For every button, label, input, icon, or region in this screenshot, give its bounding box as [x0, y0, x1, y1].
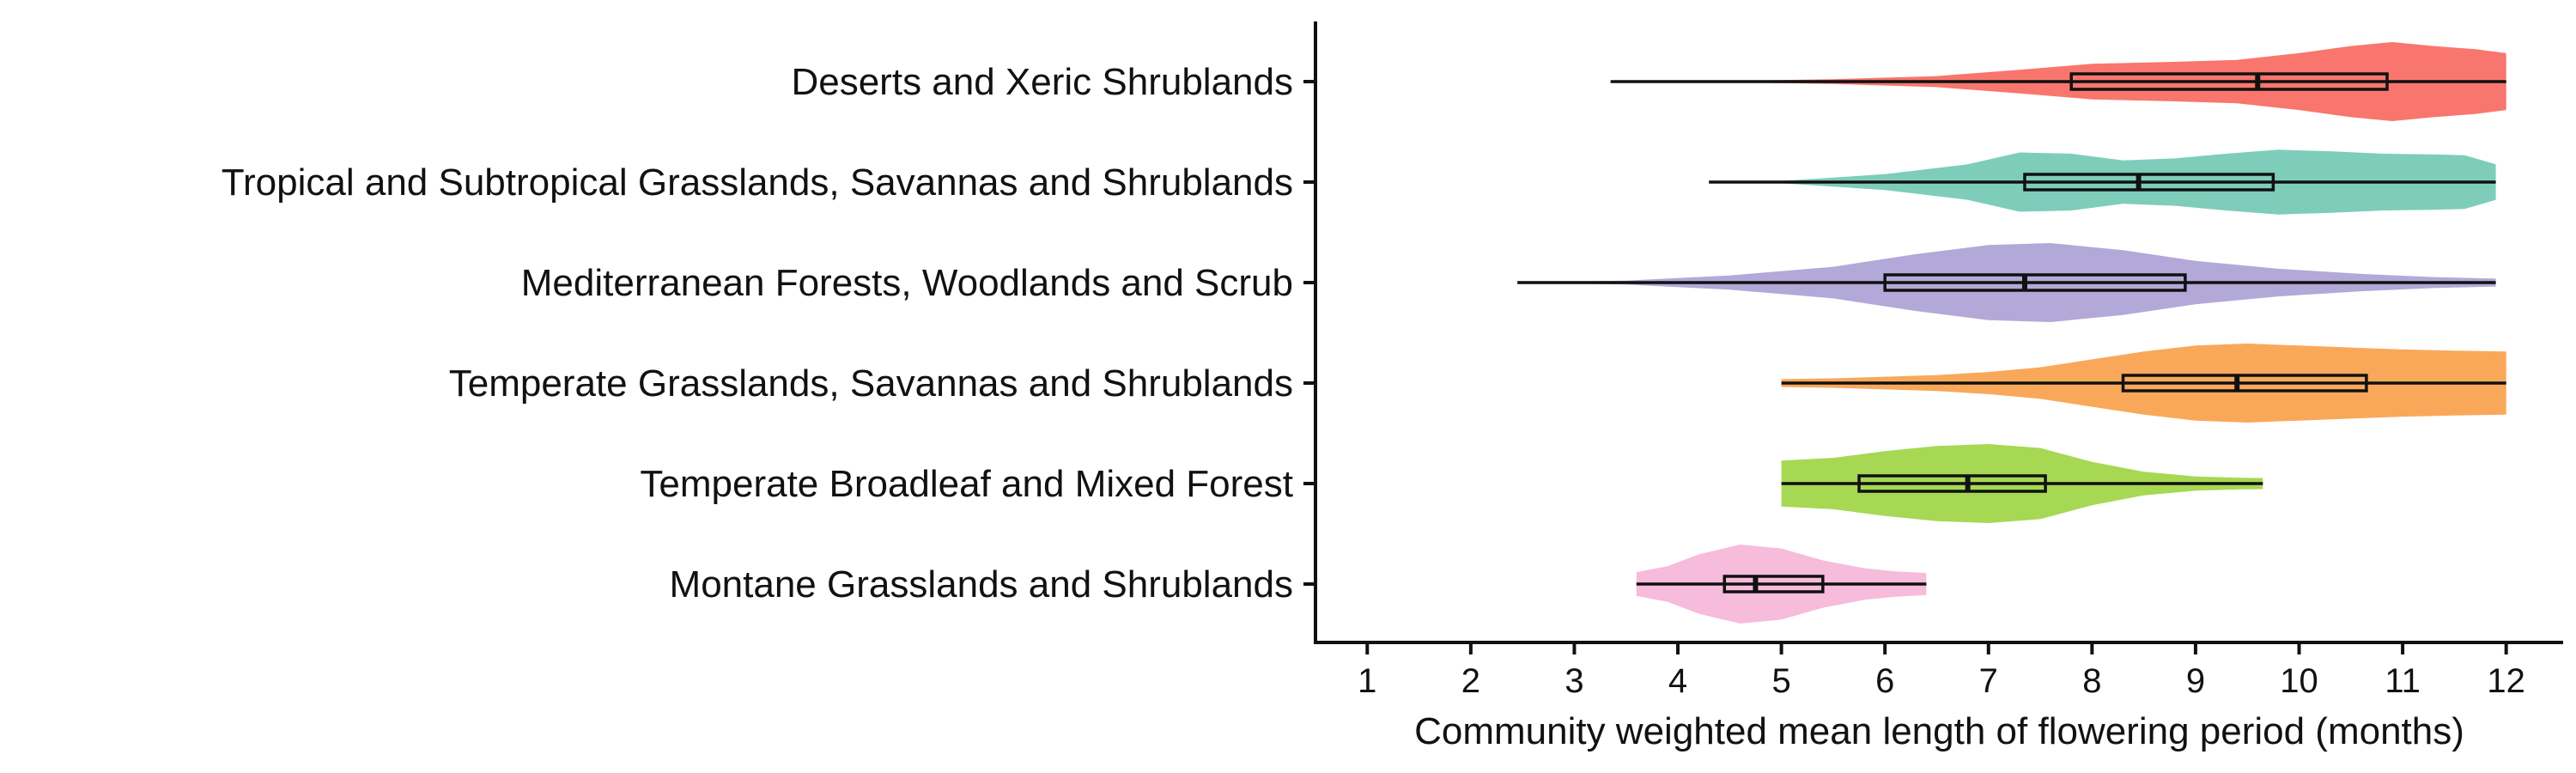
y-axis-labels: Deserts and Xeric Shrublands Tropical and…	[222, 61, 1315, 606]
x-tick-label: 4	[1668, 662, 1687, 700]
category-label: Mediterranean Forests, Woodlands and Scr…	[521, 262, 1293, 304]
axes-layer	[1314, 21, 2563, 644]
x-tick-label: 12	[2487, 662, 2525, 700]
category-label: Deserts and Xeric Shrublands	[791, 61, 1293, 103]
boxplots-layer	[1517, 72, 2506, 593]
violins-layer	[1517, 42, 2506, 624]
x-tick-label: 3	[1564, 662, 1583, 700]
category-label: Temperate Grasslands, Savannas and Shrub…	[449, 362, 1293, 405]
x-tick-label: 1	[1358, 662, 1376, 700]
box-temperate-broadleaf-and-mixed-forest	[1857, 474, 2047, 493]
x-tick-label: 6	[1875, 662, 1894, 700]
category-label: Tropical and Subtropical Grasslands, Sav…	[222, 161, 1293, 204]
category-label: Montane Grasslands and Shrublands	[670, 563, 1293, 606]
x-tick-label: 2	[1461, 662, 1480, 700]
x-tick-label: 8	[2082, 662, 2101, 700]
category-label: Temperate Broadleaf and Mixed Forest	[640, 463, 1293, 505]
box-montane-grasslands-and-shrublands	[1722, 575, 1825, 593]
x-axis-title: Community weighted mean length of flower…	[1414, 710, 2464, 752]
x-axis-ticks: 1 2 3 4 5 6 7 8 9 10 11 12	[1358, 642, 2525, 700]
x-tick-label: 9	[2186, 662, 2205, 700]
x-tick-label: 10	[2280, 662, 2318, 700]
box-tropical-and-subtropical-grasslands-savannas-and-shrublands	[2023, 173, 2275, 192]
box-deserts-and-xeric-shrublands	[2069, 72, 2389, 91]
x-tick-label: 5	[1771, 662, 1790, 700]
box-mediterranean-forests-woodlands-and-scrub	[1883, 273, 2187, 292]
x-tick-label: 11	[2385, 662, 2421, 700]
x-tick-label: 7	[1979, 662, 1998, 700]
box-temperate-grasslands-savannas-and-shrublands	[2121, 374, 2368, 393]
